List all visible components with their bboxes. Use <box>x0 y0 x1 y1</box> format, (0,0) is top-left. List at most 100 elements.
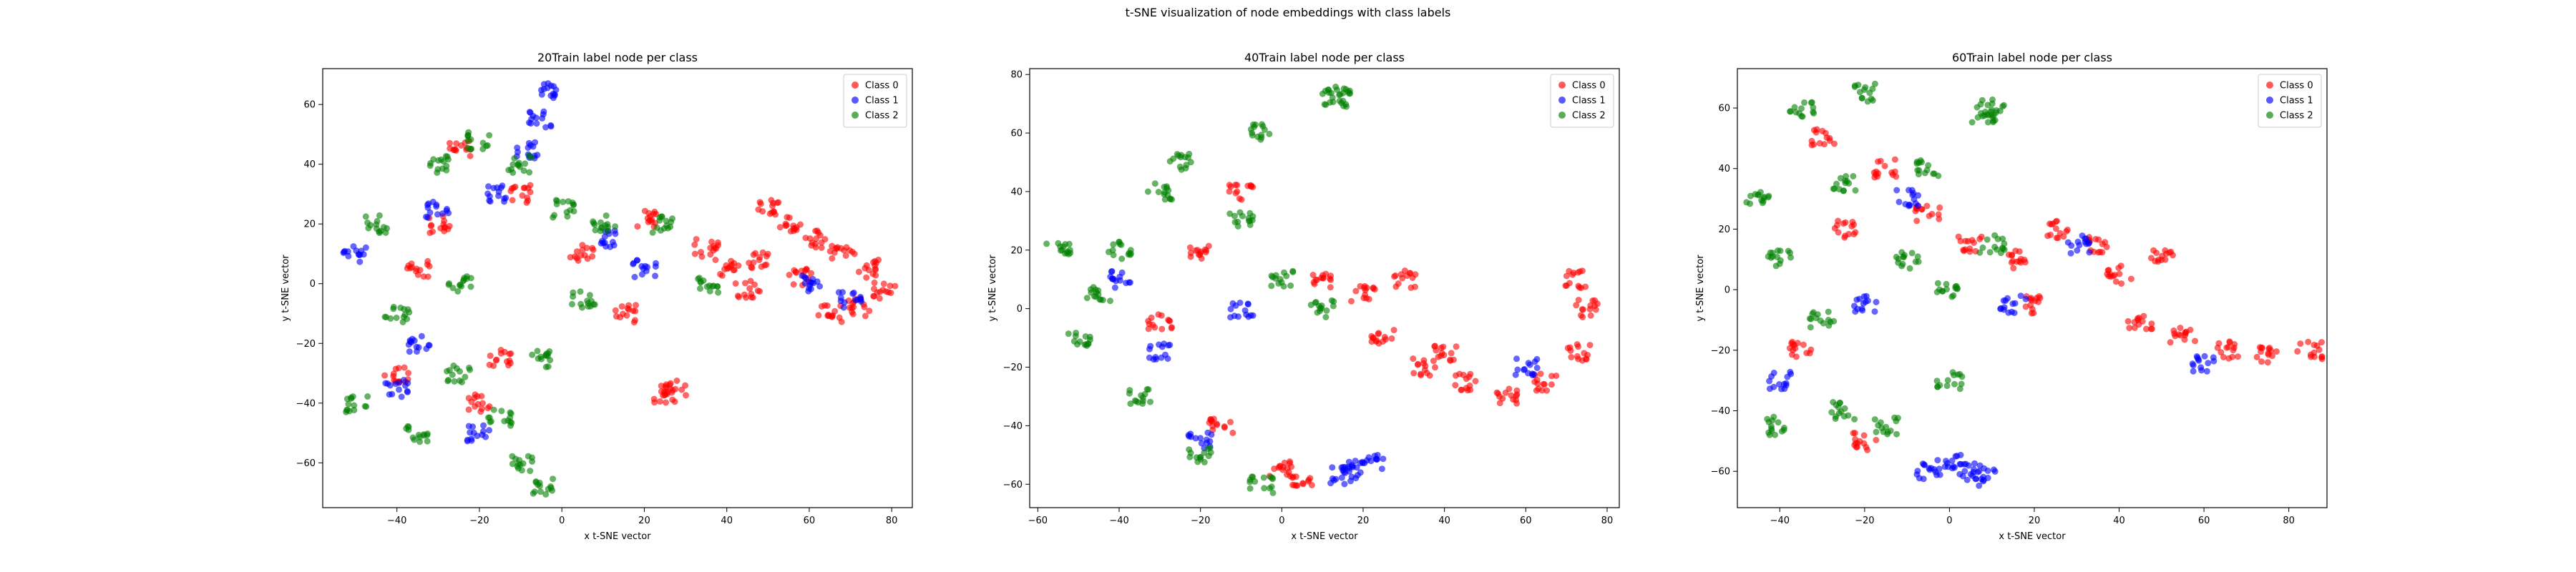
point-class-0 <box>405 370 412 377</box>
legend-marker <box>2266 97 2273 104</box>
point-class-0 <box>527 189 534 196</box>
point-class-2 <box>1155 189 1162 195</box>
point-class-2 <box>1791 104 1798 111</box>
point-class-0 <box>1452 382 1459 389</box>
point-class-2 <box>1176 163 1184 170</box>
point-class-2 <box>1833 180 1840 187</box>
point-class-1 <box>1206 438 1214 445</box>
point-class-0 <box>2273 348 2280 355</box>
point-class-1 <box>1967 470 1974 478</box>
point-class-0 <box>2028 295 2035 302</box>
point-class-0 <box>2167 248 2175 255</box>
point-class-0 <box>2253 353 2260 360</box>
point-class-1 <box>1778 385 1785 393</box>
axes-frame <box>1029 68 1620 508</box>
point-class-0 <box>472 403 479 410</box>
point-class-2 <box>1878 425 1885 432</box>
point-class-0 <box>618 303 625 310</box>
point-class-2 <box>1065 240 1073 247</box>
point-class-2 <box>345 400 352 408</box>
point-class-0 <box>623 312 630 319</box>
point-class-0 <box>2192 337 2198 345</box>
point-class-2 <box>384 225 391 232</box>
point-class-1 <box>2074 238 2082 245</box>
point-class-2 <box>1082 333 1089 340</box>
point-class-2 <box>1249 473 1256 480</box>
point-class-0 <box>497 347 504 353</box>
point-class-0 <box>775 199 782 206</box>
point-class-0 <box>1195 251 1202 258</box>
point-class-2 <box>1798 105 1805 112</box>
point-class-2 <box>1948 293 1956 300</box>
point-class-1 <box>1854 305 1861 312</box>
point-class-0 <box>2229 353 2236 360</box>
point-class-1 <box>1533 365 1541 371</box>
point-class-0 <box>1226 188 1233 195</box>
scatter-points <box>340 80 899 498</box>
point-class-2 <box>1260 474 1267 481</box>
point-class-1 <box>411 337 418 344</box>
x-axis-label: x t-SNE vector <box>1291 531 1358 542</box>
point-class-1 <box>469 423 477 430</box>
point-class-2 <box>660 225 668 232</box>
point-class-2 <box>590 218 597 225</box>
y-tick-label: 0 <box>1724 285 1730 296</box>
x-tick-label: −60 <box>1028 516 1048 526</box>
point-class-1 <box>1948 457 1956 464</box>
point-class-1 <box>1329 464 1336 471</box>
point-class-0 <box>1842 219 1849 226</box>
point-class-2 <box>1900 253 1907 260</box>
point-class-2 <box>1269 474 1276 481</box>
point-class-2 <box>467 283 474 290</box>
point-class-1 <box>2002 297 2009 304</box>
point-class-2 <box>1943 280 1950 287</box>
point-class-2 <box>1043 240 1050 247</box>
point-class-0 <box>2124 317 2132 325</box>
point-class-0 <box>1289 481 1296 488</box>
y-tick-label: 80 <box>1010 70 1023 81</box>
point-class-0 <box>1835 217 1842 225</box>
point-class-1 <box>443 207 450 214</box>
point-class-2 <box>1913 160 1921 167</box>
point-class-2 <box>1894 415 1901 422</box>
point-class-0 <box>2265 350 2272 357</box>
point-class-2 <box>403 425 410 432</box>
point-class-0 <box>866 307 873 315</box>
point-class-2 <box>1933 289 1941 295</box>
point-class-2 <box>509 453 516 460</box>
point-class-0 <box>426 262 433 270</box>
point-class-0 <box>650 395 658 403</box>
point-class-1 <box>434 211 441 218</box>
point-class-1 <box>2203 368 2210 375</box>
point-class-2 <box>467 275 474 282</box>
point-class-2 <box>538 355 545 363</box>
point-class-0 <box>1412 271 1419 278</box>
point-class-2 <box>1342 86 1350 93</box>
point-class-1 <box>1161 340 1168 347</box>
point-class-0 <box>1352 287 1360 295</box>
point-class-2 <box>569 300 575 307</box>
point-class-0 <box>806 235 814 242</box>
point-class-1 <box>1908 187 1916 194</box>
point-class-2 <box>1163 183 1170 190</box>
point-class-1 <box>850 290 857 296</box>
point-class-0 <box>1822 129 1829 137</box>
point-class-2 <box>1984 119 1991 126</box>
legend-box <box>2258 74 2322 128</box>
point-class-2 <box>511 155 518 162</box>
point-class-0 <box>698 253 706 260</box>
point-class-2 <box>1868 95 1875 102</box>
point-class-2 <box>467 145 474 152</box>
point-class-2 <box>450 363 457 369</box>
point-class-1 <box>398 393 405 400</box>
point-class-1 <box>1893 187 1901 194</box>
point-class-1 <box>532 139 539 146</box>
point-class-2 <box>1777 247 1784 255</box>
point-class-1 <box>360 251 367 258</box>
point-class-2 <box>444 156 452 163</box>
point-class-2 <box>1116 239 1123 246</box>
point-class-2 <box>1828 409 1835 416</box>
point-class-0 <box>1860 432 1868 439</box>
point-class-0 <box>871 285 877 292</box>
point-class-0 <box>707 245 714 252</box>
